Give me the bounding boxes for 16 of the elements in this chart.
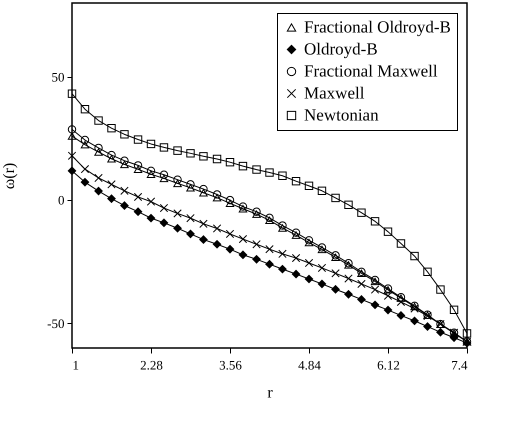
legend-label: Fractional Oldroyd-B [304,18,451,36]
x-tick-label: 1 [72,358,79,372]
x-tick-label: 7.4 [451,358,468,372]
x-tick-label: 2.28 [140,358,163,372]
legend-label: Fractional Maxwell [304,62,438,80]
legend-label: Newtonian [304,106,380,124]
legend-label: Maxwell [304,84,365,102]
x-tick-label: 3.56 [219,358,242,372]
x-tick-label: 6.12 [377,358,400,372]
y-tick-label: 50 [52,69,64,84]
y-axis-title: ω(r) [1,162,18,190]
x-axis-title: r [267,384,274,402]
y-tick-label: 0 [58,192,64,208]
y-tick-label: -50 [47,316,64,331]
x-tick-label: 4.84 [298,358,322,372]
legend-label: Oldroyd-B [304,40,378,58]
